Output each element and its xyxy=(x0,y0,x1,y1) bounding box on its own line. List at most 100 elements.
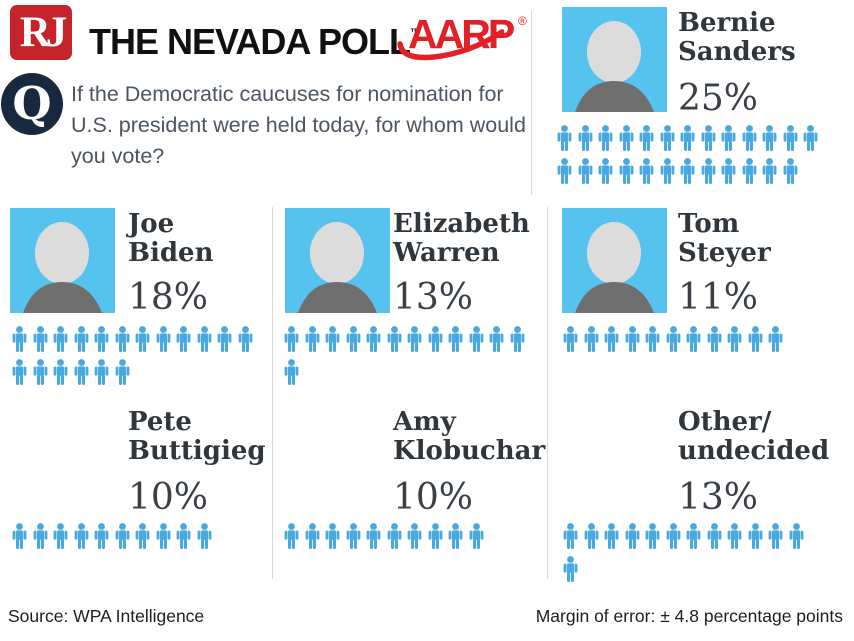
candidate-name-line: Elizabeth xyxy=(393,209,530,239)
person-icon xyxy=(639,158,654,184)
person-icon xyxy=(115,523,130,549)
person-icon xyxy=(762,125,777,151)
person-icon xyxy=(686,326,701,352)
person-icon xyxy=(783,158,798,184)
person-icon-row xyxy=(563,326,783,352)
divider-vertical-top xyxy=(531,10,532,195)
person-icon xyxy=(74,523,89,549)
person-icon xyxy=(666,523,681,549)
person-icon xyxy=(115,359,130,385)
trademark-symbol: ™ xyxy=(410,27,422,39)
person-icon xyxy=(366,326,381,352)
candidate-cell-joe-biden: Joe Biden 18% xyxy=(10,208,270,398)
person-icon-row xyxy=(12,359,253,385)
person-icon xyxy=(197,326,212,352)
pictogram-icons xyxy=(12,523,212,556)
candidate-name: Joe Biden xyxy=(128,210,213,268)
person-icon xyxy=(12,359,27,385)
candidate-name-line: Buttigieg xyxy=(128,436,266,466)
candidate-percent: 25% xyxy=(678,78,759,119)
person-icon-row xyxy=(563,523,804,549)
candidate-name-line: Warren xyxy=(393,238,500,268)
candidate-name-line: Tom xyxy=(678,209,740,239)
photo-tom-steyer xyxy=(562,208,667,313)
person-icon xyxy=(33,359,48,385)
person-icon xyxy=(346,326,361,352)
person-icon xyxy=(748,326,763,352)
candidate-percent: 10% xyxy=(393,477,474,518)
pictogram-icons xyxy=(563,326,783,359)
person-icon xyxy=(686,523,701,549)
person-icon xyxy=(156,326,171,352)
person-icon-row xyxy=(12,326,253,352)
person-icon xyxy=(115,326,130,352)
person-icon xyxy=(721,125,736,151)
person-icon xyxy=(721,158,736,184)
candidate-name-line: Joe xyxy=(128,209,175,239)
margin-of-error-note: Margin of error: ± 4.8 percentage points xyxy=(535,606,843,626)
photo-bernie-sanders xyxy=(562,7,667,112)
candidate-cell-other-undecided: Other/ undecided 13% xyxy=(562,408,854,598)
candidate-cell-pete-buttigieg: Pete Buttigieg 10% xyxy=(10,408,270,590)
candidate-name-line: Amy xyxy=(393,407,456,437)
person-icon-row xyxy=(12,523,212,549)
person-icon xyxy=(660,158,675,184)
person-icon xyxy=(448,523,463,549)
pictogram-icons xyxy=(557,125,818,191)
person-icon xyxy=(469,326,484,352)
person-icon xyxy=(469,523,484,549)
person-icon xyxy=(742,125,757,151)
person-icon xyxy=(12,523,27,549)
person-icon xyxy=(217,326,232,352)
person-icon-row xyxy=(284,523,484,549)
person-icon xyxy=(407,326,422,352)
person-icon xyxy=(94,523,109,549)
person-icon xyxy=(748,523,763,549)
person-icon xyxy=(660,125,675,151)
person-icon xyxy=(727,326,742,352)
person-icon xyxy=(701,158,716,184)
person-icon xyxy=(407,523,422,549)
candidate-cell-amy-klobuchar: Amy Klobuchar 10% xyxy=(283,408,545,590)
person-icon xyxy=(645,326,660,352)
person-icon xyxy=(619,158,634,184)
person-icon xyxy=(197,523,212,549)
candidate-name: Tom Steyer xyxy=(678,210,771,268)
person-icon xyxy=(619,125,634,151)
candidate-percent: 13% xyxy=(393,277,474,318)
pictogram-icons xyxy=(12,326,253,392)
person-icon xyxy=(707,326,722,352)
person-icon xyxy=(448,326,463,352)
person-icon xyxy=(305,326,320,352)
person-icon xyxy=(563,523,578,549)
person-icon xyxy=(284,326,299,352)
person-icon-row xyxy=(557,125,818,151)
person-icon xyxy=(284,359,299,385)
candidate-name-line: undecided xyxy=(678,436,830,466)
question-text: If the Democratic caucuses for nominatio… xyxy=(71,82,526,168)
person-icon xyxy=(604,523,619,549)
page-title: THE NEVADA POLL™ xyxy=(89,13,421,62)
candidate-cell-elizabeth-warren: Elizabeth Warren 13% xyxy=(283,208,545,398)
person-icon xyxy=(666,326,681,352)
person-icon xyxy=(94,359,109,385)
person-icon xyxy=(645,523,660,549)
person-icon xyxy=(94,326,109,352)
candidate-percent: 13% xyxy=(678,477,759,518)
candidate-name-line: Klobuchar xyxy=(393,436,546,466)
person-icon xyxy=(625,326,640,352)
candidate-name-line: Bernie xyxy=(678,8,776,38)
person-icon xyxy=(33,326,48,352)
person-icon xyxy=(346,523,361,549)
candidate-name: Elizabeth Warren xyxy=(393,210,530,268)
candidate-percent: 10% xyxy=(128,477,209,518)
person-icon xyxy=(387,326,402,352)
person-icon xyxy=(639,125,654,151)
person-icon xyxy=(598,158,613,184)
person-icon-row xyxy=(284,326,525,352)
divider-vertical-left xyxy=(272,207,273,579)
candidate-cell-tom-steyer: Tom Steyer 11% xyxy=(562,208,854,398)
candidate-cell-bernie-sanders: Bernie Sanders 25% xyxy=(553,7,854,193)
person-icon xyxy=(74,326,89,352)
candidate-name-line: Pete xyxy=(128,407,192,437)
